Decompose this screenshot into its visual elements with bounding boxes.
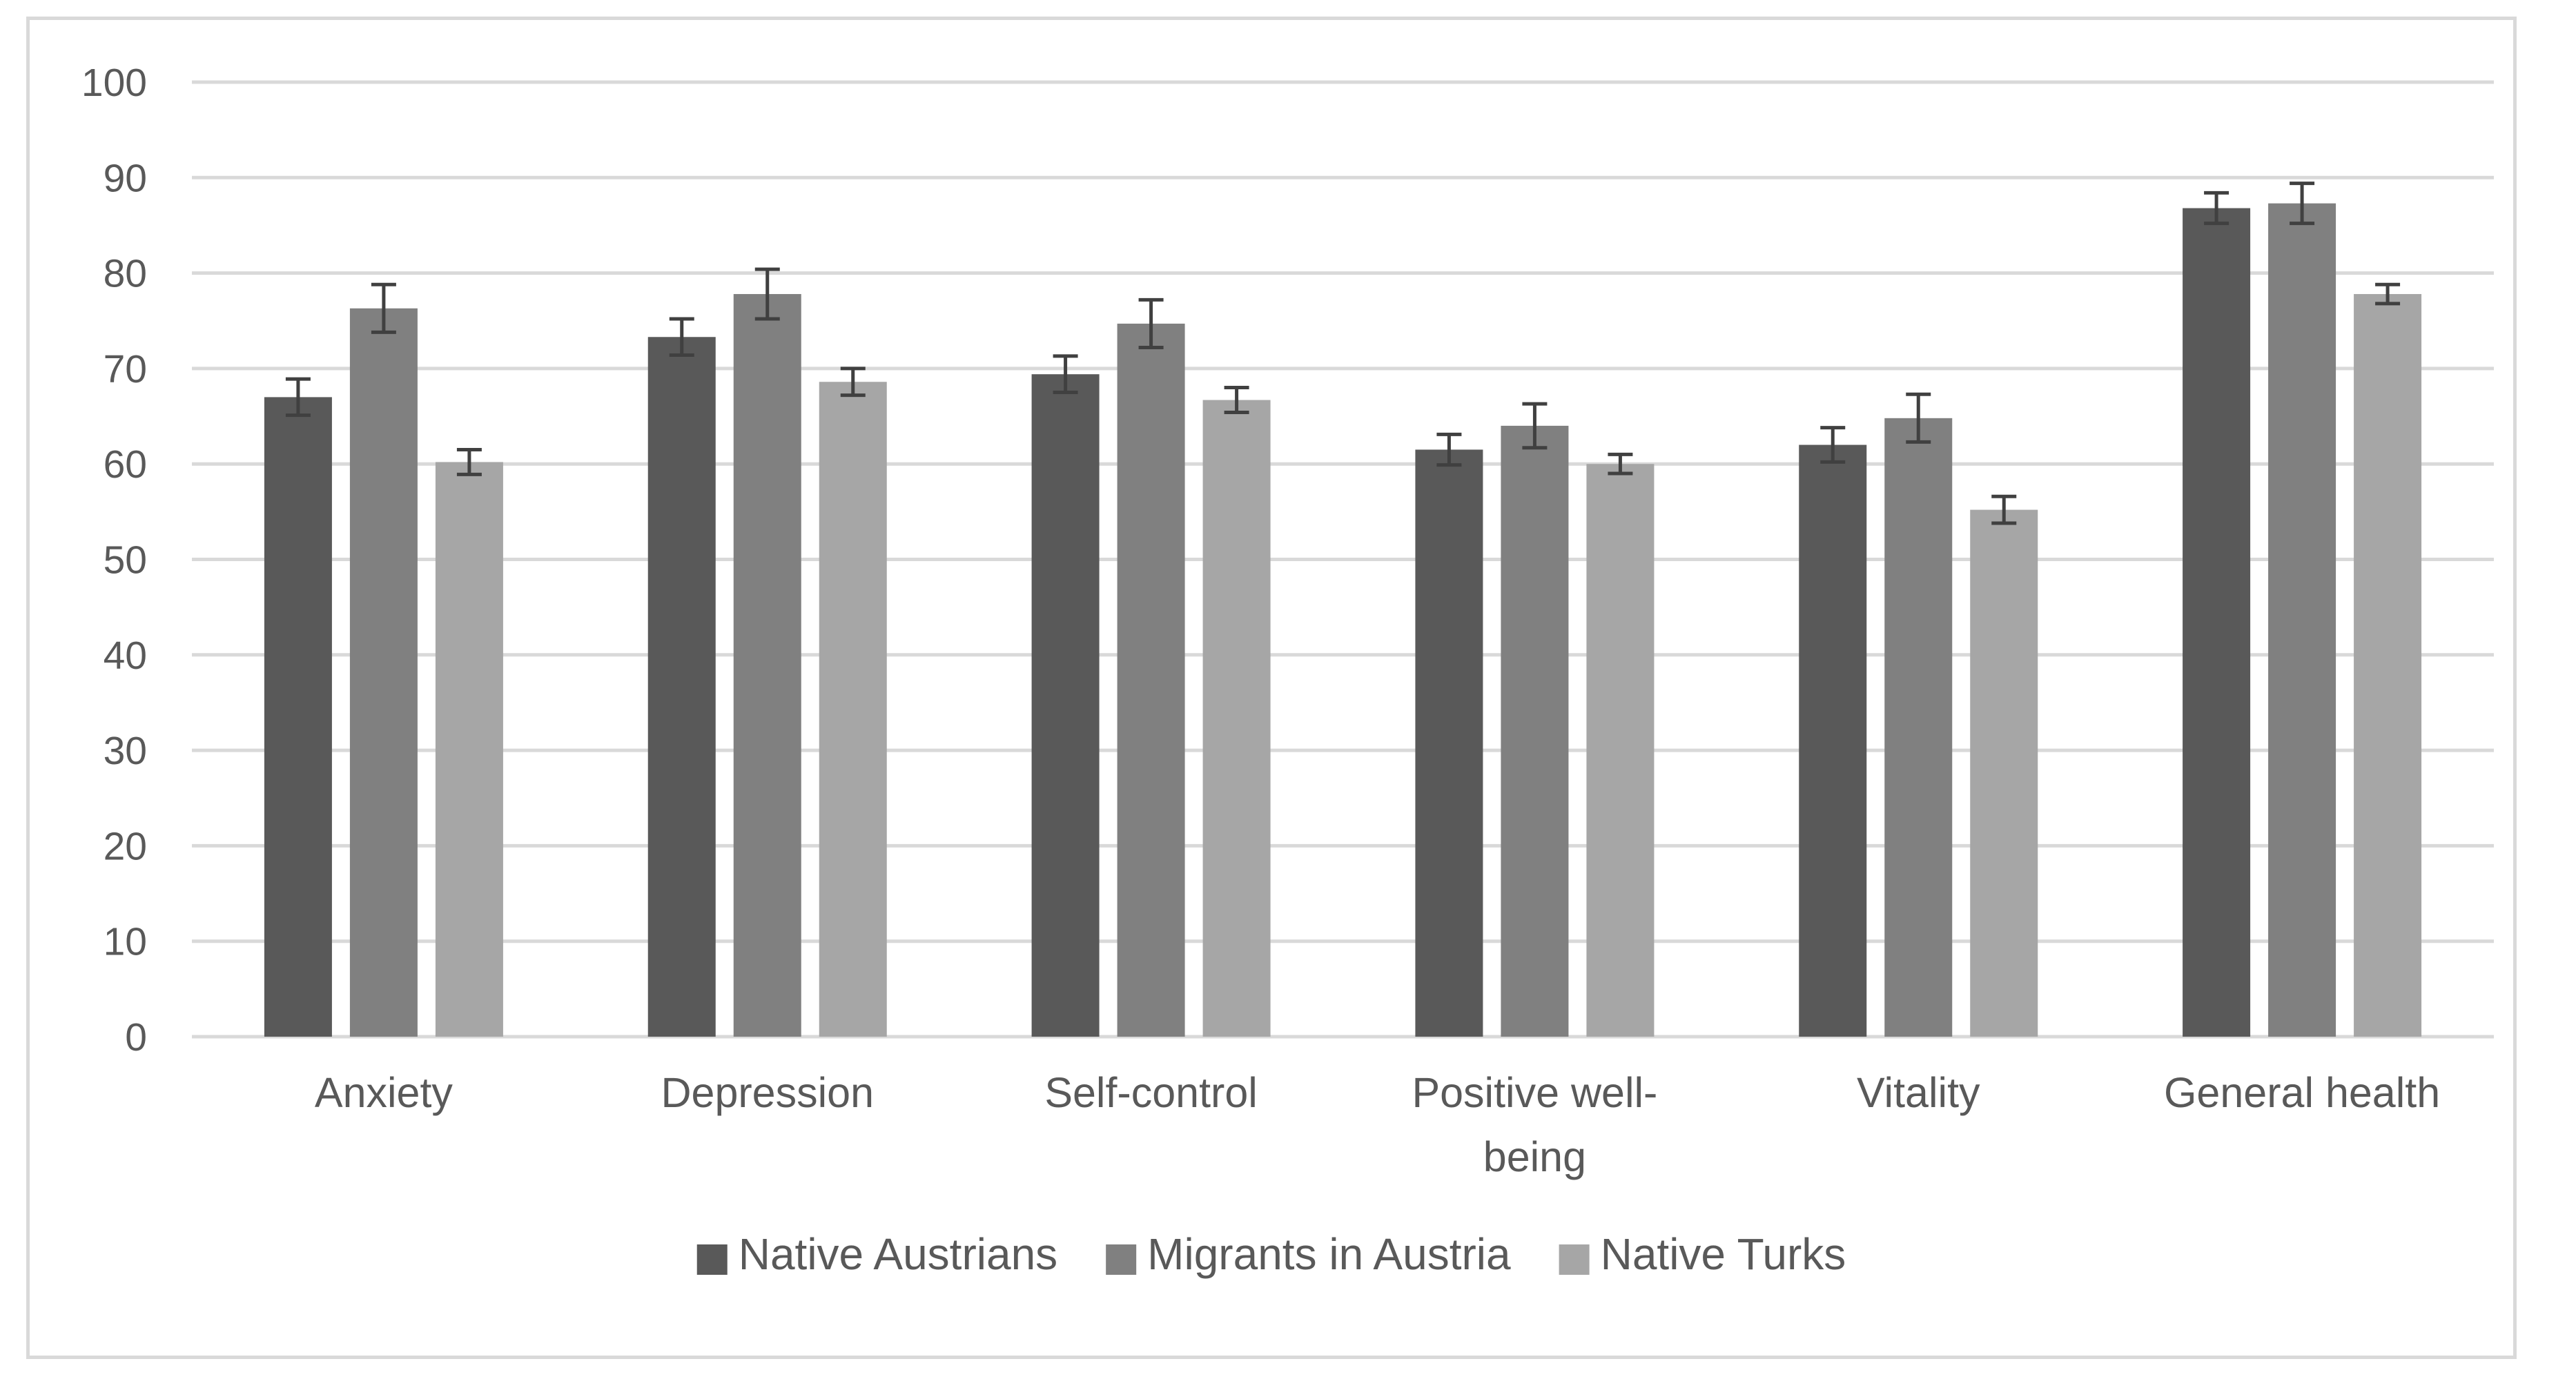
legend-label: Migrants in Austria (1147, 1229, 1511, 1279)
x-tick-label: Positive well- (1412, 1069, 1657, 1116)
x-tick-label: Vitality (1857, 1069, 1980, 1116)
error-bar (1608, 452, 1633, 476)
x-tick-label: being (1483, 1133, 1586, 1180)
error-bar (2204, 190, 2229, 226)
legend-label: Native Austrians (739, 1229, 1057, 1279)
bar-native-austrians (1799, 444, 1867, 1037)
error-bar (1436, 432, 1462, 467)
x-axis-labels: Anxiety Depression Self-control Positive we… (315, 1069, 2440, 1180)
error-bars (285, 182, 2401, 525)
bar-migrants-in-austria (1884, 418, 1953, 1037)
bar-native-austrians (2183, 208, 2251, 1037)
error-bar (2375, 282, 2401, 306)
x-tick-label: Anxiety (315, 1069, 453, 1116)
chart-frame: 0 10 20 30 40 50 60 70 80 90 100 Anxiety Depression… (26, 17, 2517, 1359)
y-tick-label: 90 (104, 156, 147, 200)
x-tick-label: General health (2164, 1069, 2440, 1116)
bar-native-austrians (1031, 374, 1100, 1037)
y-tick-label: 80 (104, 252, 147, 296)
error-bar (754, 267, 780, 321)
y-tick-label: 40 (104, 634, 147, 678)
bar-native-austrians (647, 337, 716, 1037)
bar-migrants-in-austria (1501, 425, 1569, 1037)
bar-native-austrians (264, 397, 332, 1037)
bar-migrants-in-austria (733, 294, 801, 1037)
bar-migrants-in-austria (1117, 323, 1185, 1037)
error-bar (669, 317, 694, 358)
gridlines (192, 80, 2494, 1039)
y-tick-label: 30 (104, 729, 147, 773)
error-bar (285, 377, 311, 418)
y-axis-ticks: 0 10 20 30 40 50 60 70 80 90 100 (81, 61, 147, 1059)
error-bar (371, 282, 396, 334)
y-tick-label: 60 (104, 442, 147, 487)
legend: Native Austrians Migrants in Austria Nativ… (696, 1229, 1846, 1279)
bar-native-turks (2354, 294, 2422, 1037)
error-bar (840, 366, 866, 398)
error-bar (1820, 426, 1846, 464)
bar-native-turks (819, 382, 887, 1037)
bar-migrants-in-austria (349, 308, 418, 1037)
y-tick-label: 70 (104, 347, 147, 391)
bar-chart: 0 10 20 30 40 50 60 70 80 90 100 Anxiety Depression… (81, 61, 2494, 1279)
y-tick-label: 0 (125, 1015, 147, 1059)
bar-native-turks (1586, 464, 1655, 1037)
y-tick-label: 100 (81, 61, 147, 105)
legend-swatch (1106, 1244, 1137, 1275)
error-bar (1224, 386, 1249, 415)
legend-label: Native Turks (1601, 1229, 1846, 1279)
error-bar (1522, 402, 1548, 450)
bar-migrants-in-austria (2268, 203, 2336, 1037)
legend-item: Migrants in Austria (1106, 1229, 1511, 1279)
y-tick-label: 50 (104, 538, 147, 583)
x-tick-label: Self-control (1044, 1069, 1258, 1116)
error-bar (1906, 392, 1931, 444)
error-bar (1991, 494, 2017, 525)
x-tick-label: Depression (661, 1069, 874, 1116)
error-bar (2290, 182, 2315, 226)
legend-swatch (1559, 1244, 1590, 1275)
legend-item: Native Turks (1559, 1229, 1846, 1279)
bar-native-turks (1202, 400, 1271, 1037)
bar-native-turks (435, 462, 503, 1037)
y-tick-label: 20 (104, 824, 147, 868)
bar-native-austrians (1415, 449, 1483, 1037)
bar-native-turks (1970, 509, 2038, 1037)
legend-item: Native Austrians (696, 1229, 1057, 1279)
legend-swatch (696, 1244, 728, 1275)
y-tick-label: 10 (104, 920, 147, 964)
error-bar (1138, 297, 1164, 349)
bar-marks (264, 203, 2422, 1037)
error-bar (456, 447, 482, 476)
error-bar (1053, 354, 1078, 394)
